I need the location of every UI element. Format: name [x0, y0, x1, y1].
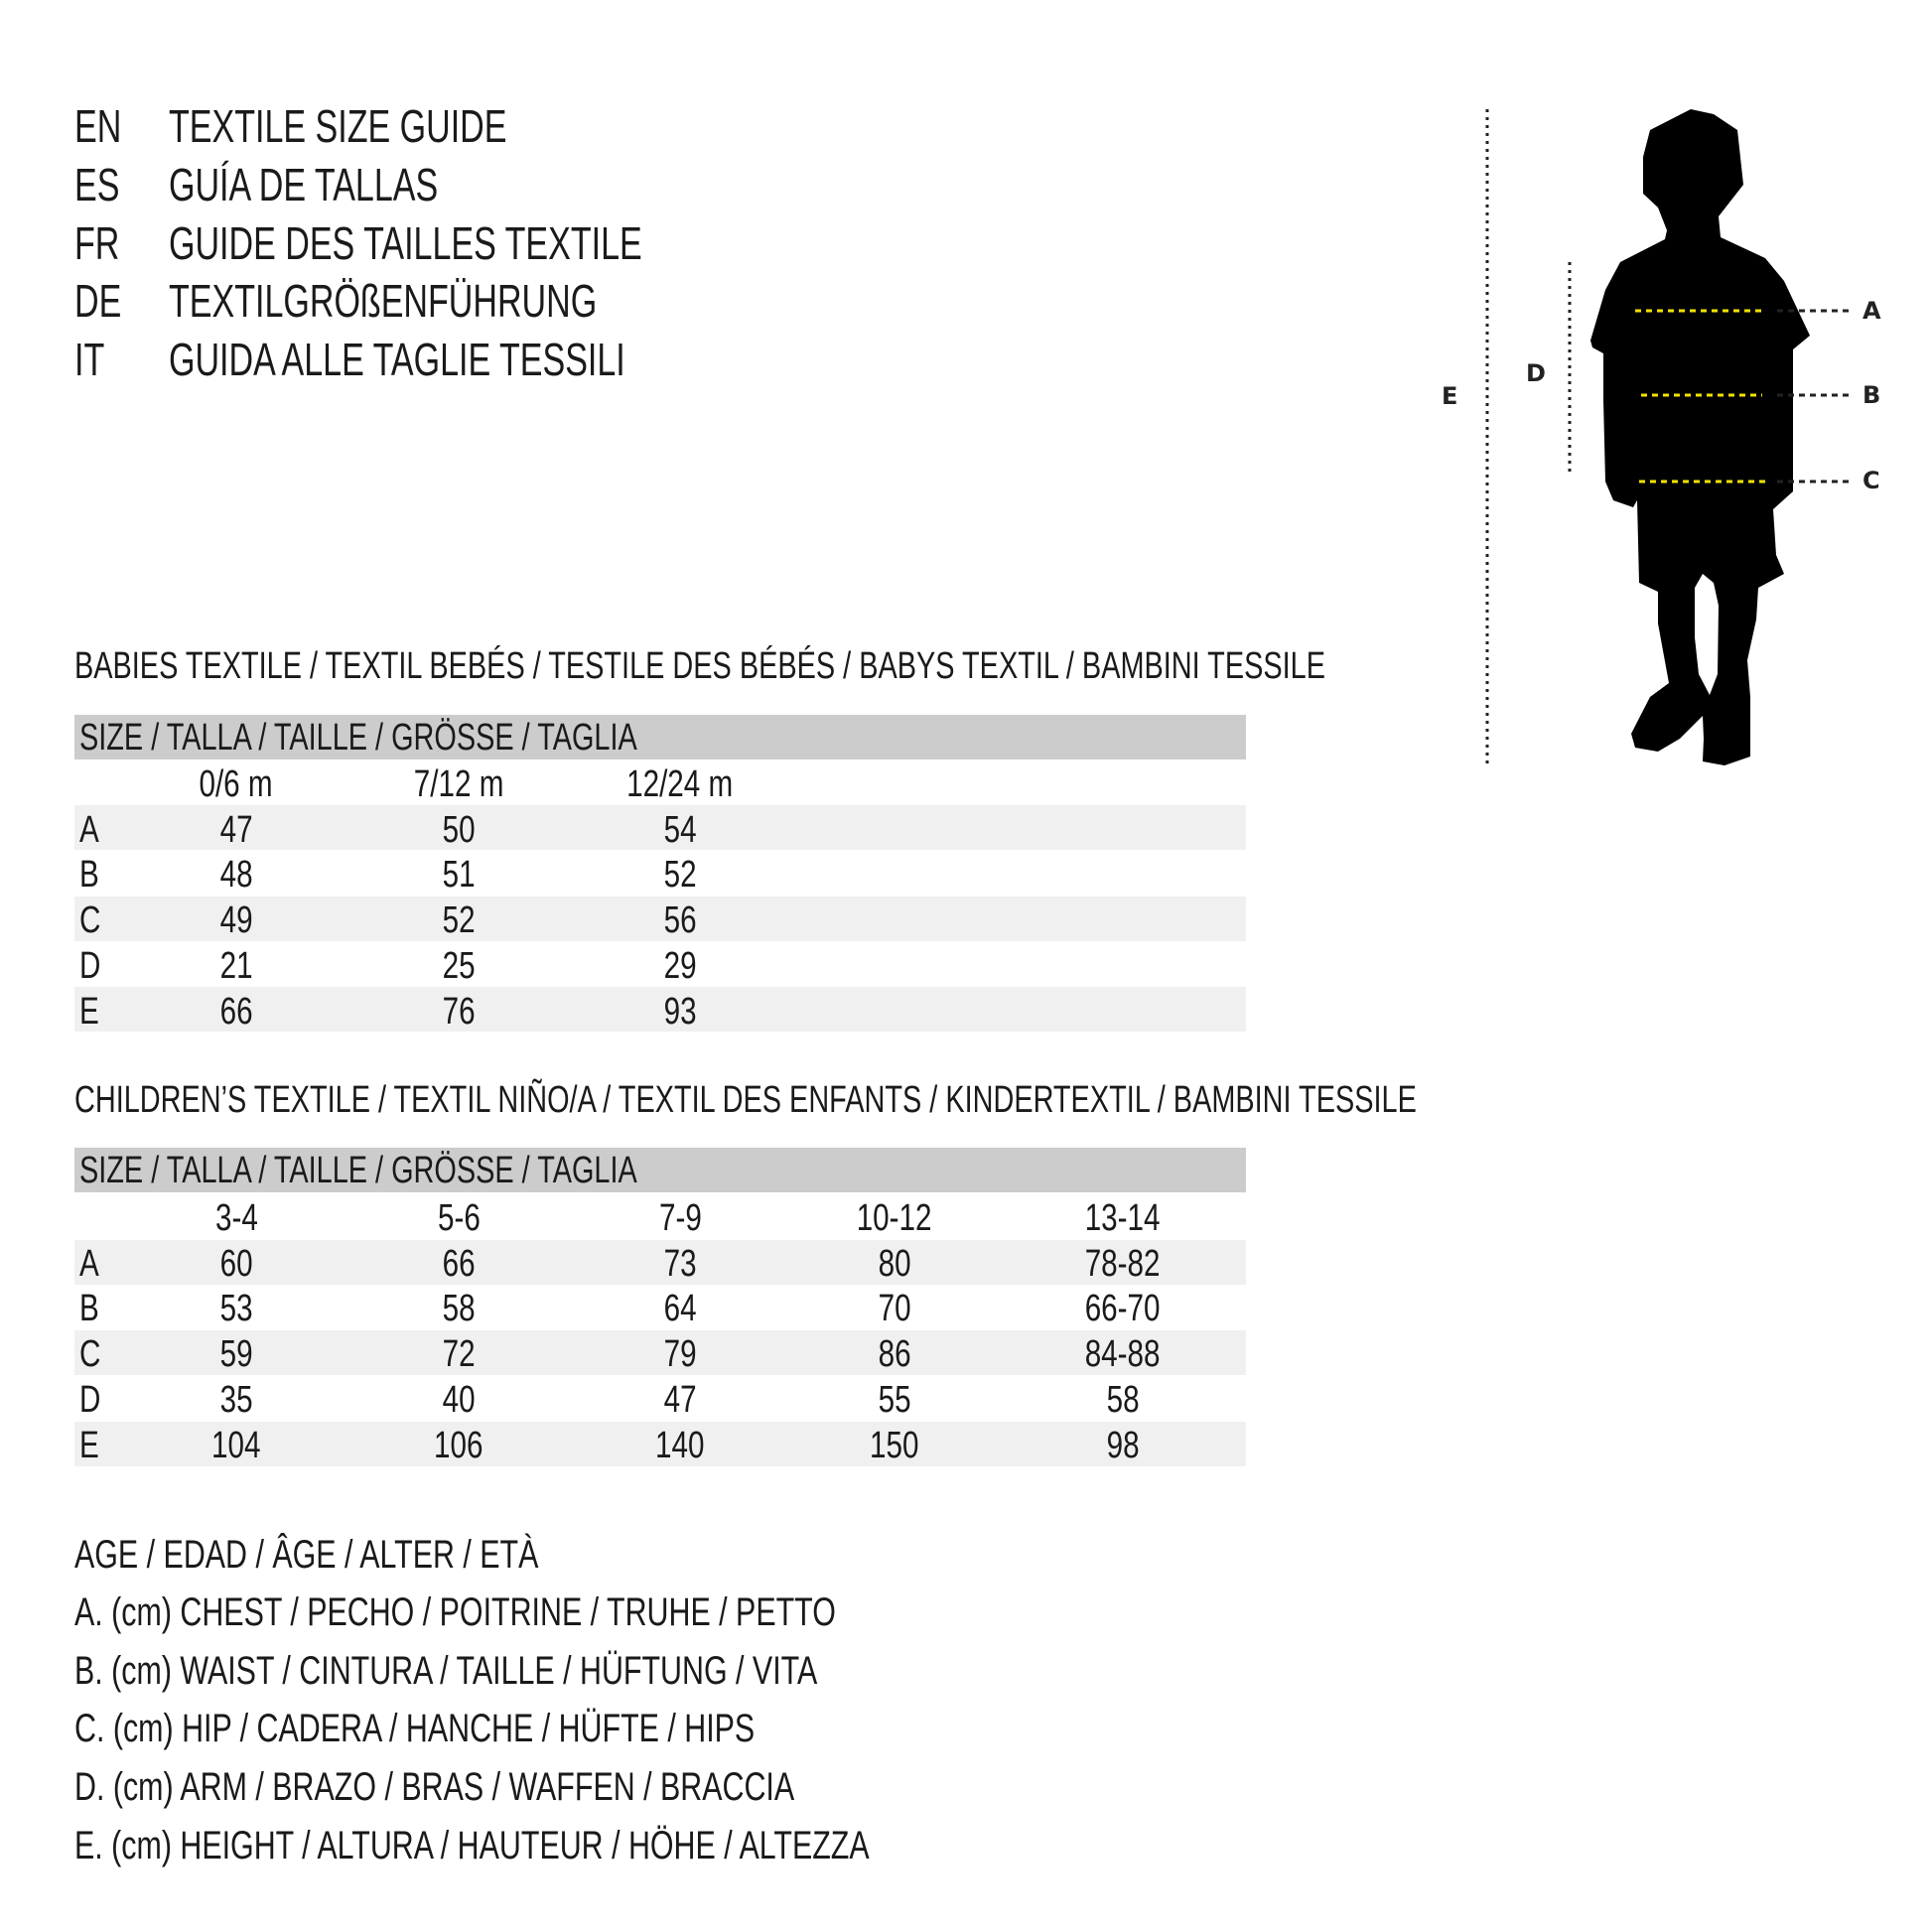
row-stripe: [74, 987, 1246, 1032]
table-cell: 150: [870, 1424, 919, 1466]
table-cell: 98: [1106, 1424, 1140, 1466]
table-cell: 60: [219, 1242, 253, 1285]
table-cell: 106: [434, 1424, 483, 1466]
lang-code: ES: [74, 159, 120, 210]
label-d: D: [1526, 359, 1546, 387]
table-cell: 140: [655, 1424, 705, 1466]
legend-hip: C. (cm) HIP / CADERA / HANCHE / HÜFTE / …: [74, 1707, 756, 1750]
table-cell: 40: [442, 1378, 476, 1421]
label-a: A: [1863, 297, 1881, 325]
column-header: 5-6: [437, 1197, 481, 1239]
title-text: GUÍA DE TALLAS: [169, 159, 439, 210]
table-cell: 78-82: [1085, 1242, 1161, 1285]
child-silhouette-icon: [1590, 109, 1810, 765]
table-cell: 49: [219, 899, 253, 942]
column-header: 10-12: [857, 1197, 932, 1239]
table-cell: 79: [663, 1333, 697, 1376]
table-cell: 80: [878, 1242, 911, 1285]
table-cell: 50: [442, 808, 476, 851]
row-label: E: [79, 990, 99, 1033]
row-label: C: [79, 1333, 101, 1376]
lang-code: DE: [74, 275, 122, 327]
legend-waist: B. (cm) WAIST / CINTURA / TAILLE / HÜFTU…: [74, 1649, 818, 1693]
lang-code: FR: [74, 217, 120, 269]
legend-height: E. (cm) HEIGHT / ALTURA / HAUTEUR / HÖHE…: [74, 1824, 870, 1867]
table-cell: 93: [663, 990, 697, 1033]
column-header: 0/6 m: [199, 763, 274, 805]
row-label: E: [79, 1424, 99, 1466]
table-cell: 25: [442, 944, 476, 987]
lang-code: EN: [74, 100, 122, 152]
label-b: B: [1863, 381, 1881, 409]
table-cell: 66-70: [1085, 1288, 1161, 1330]
table-cell: 73: [663, 1242, 697, 1285]
babies-heading: BABIES TEXTILE / TEXTIL BEBÉS / TESTILE …: [74, 645, 1325, 687]
table-cell: 56: [663, 899, 697, 942]
column-header: 13-14: [1085, 1197, 1161, 1239]
row-stripe: [74, 1422, 1246, 1466]
table-cell: 86: [878, 1333, 911, 1376]
title-text: GUIDA ALLE TAGLIE TESSILI: [169, 334, 625, 385]
table-cell: 104: [211, 1424, 261, 1466]
table-cell: 76: [442, 990, 476, 1033]
table-cell: 35: [219, 1378, 253, 1421]
lang-code: IT: [74, 334, 105, 385]
row-stripe: [74, 805, 1246, 850]
table-cell: 52: [663, 854, 697, 897]
babies-size-header: SIZE / TALLA / TAILLE / GRÖSSE / TAGLIA: [79, 717, 637, 759]
table-cell: 84-88: [1085, 1333, 1161, 1376]
label-c: C: [1863, 467, 1880, 494]
table-cell: 66: [219, 990, 253, 1033]
table-cell: 58: [1106, 1378, 1140, 1421]
table-cell: 51: [442, 854, 476, 897]
table-cell: 66: [442, 1242, 476, 1285]
table-cell: 64: [663, 1288, 697, 1330]
row-label: A: [79, 808, 99, 851]
table-cell: 21: [219, 944, 253, 987]
babies-size-header-bar: [74, 715, 1246, 759]
column-header: 3-4: [214, 1197, 258, 1239]
legend-age: AGE / EDAD / ÂGE / ALTER / ETÀ: [74, 1533, 539, 1577]
table-cell: 29: [663, 944, 697, 987]
label-e: E: [1442, 382, 1458, 410]
table-cell: 47: [663, 1378, 697, 1421]
children-size-header-bar: [74, 1148, 1246, 1192]
title-text: GUIDE DES TAILLES TEXTILE: [169, 217, 642, 269]
table-cell: 70: [878, 1288, 911, 1330]
column-header: 12/24 m: [626, 763, 734, 805]
table-cell: 53: [219, 1288, 253, 1330]
table-cell: 58: [442, 1288, 476, 1330]
column-header: 7/12 m: [413, 763, 504, 805]
row-label: D: [79, 1378, 101, 1421]
column-header: 7-9: [658, 1197, 702, 1239]
table-cell: 72: [442, 1333, 476, 1376]
child-silhouette-figure: [1485, 109, 1851, 766]
children-size-header: SIZE / TALLA / TAILLE / GRÖSSE / TAGLIA: [79, 1150, 637, 1191]
row-label: C: [79, 899, 101, 942]
row-label: B: [79, 854, 99, 897]
legend-arm: D. (cm) ARM / BRAZO / BRAS / WAFFEN / BR…: [74, 1765, 795, 1809]
title-text: TEXTILE SIZE GUIDE: [169, 100, 507, 152]
row-stripe: [74, 897, 1246, 941]
table-cell: 47: [219, 808, 253, 851]
row-label: A: [79, 1242, 99, 1285]
legend-chest: A. (cm) CHEST / PECHO / POITRINE / TRUHE…: [74, 1590, 836, 1634]
row-label: D: [79, 944, 101, 987]
table-cell: 54: [663, 808, 697, 851]
table-cell: 55: [878, 1378, 911, 1421]
table-cell: 52: [442, 899, 476, 942]
row-stripe: [74, 1240, 1246, 1285]
table-cell: 48: [219, 854, 253, 897]
title-text: TEXTILGRÖßENFÜHRUNG: [169, 275, 598, 327]
row-label: B: [79, 1288, 99, 1330]
table-cell: 59: [219, 1333, 253, 1376]
row-stripe: [74, 1330, 1246, 1375]
children-heading: CHILDREN’S TEXTILE / TEXTIL NIÑO/A / TEX…: [74, 1079, 1417, 1121]
